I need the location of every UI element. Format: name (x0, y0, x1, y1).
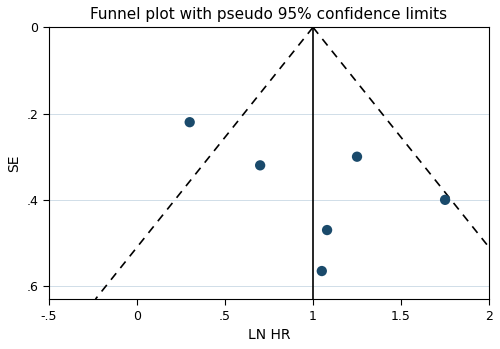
Point (441, 197, 449, 203)
X-axis label: LN HR: LN HR (248, 328, 290, 342)
Point (256, 163, 264, 168)
Point (323, 227, 331, 233)
Point (186, 119, 194, 125)
Y-axis label: SE: SE (7, 154, 21, 172)
Point (318, 268, 326, 274)
Title: Funnel plot with pseudo 95% confidence limits: Funnel plot with pseudo 95% confidence l… (90, 7, 448, 22)
Point (353, 154, 361, 159)
